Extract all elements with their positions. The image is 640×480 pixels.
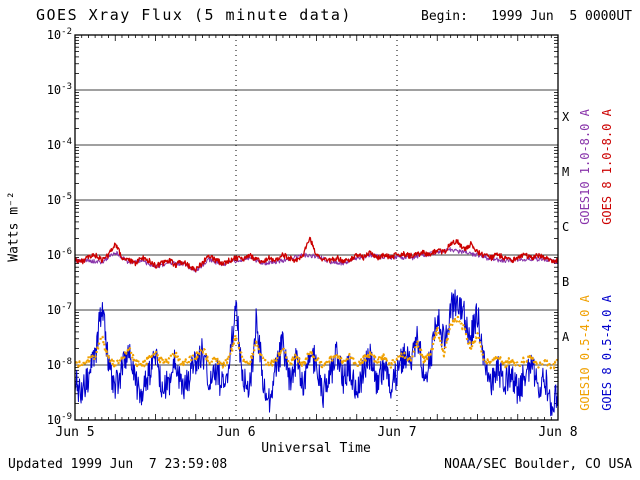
plot-border xyxy=(74,34,559,421)
series-goes8-long xyxy=(75,236,558,273)
x-tick-label: Jun 5 xyxy=(55,425,95,440)
x-tick-label: Jun 6 xyxy=(216,425,256,440)
y-tick-label: 10-5 xyxy=(46,192,72,207)
begin-value: 1999 Jun 5 0000UT xyxy=(491,9,632,24)
flare-class-label-b: B xyxy=(562,274,570,289)
begin-label: Begin: xyxy=(421,9,468,24)
flare-class-label-x: X xyxy=(562,109,570,124)
y-tick-label: 10-9 xyxy=(46,412,72,427)
x-tick-label: Jun 7 xyxy=(377,425,417,440)
flare-class-label-m: M xyxy=(562,164,570,179)
series-goes10-short xyxy=(75,315,558,370)
legend-label-2: GOES10 0.5-4.0 A xyxy=(578,295,592,411)
legend-label-3: GOES 8 0.5-4.0 A xyxy=(600,295,614,411)
legend-label-1: GOES 8 1.0-8.0 A xyxy=(600,109,614,225)
x-axis-label: Universal Time xyxy=(261,441,371,456)
flare-class-label-a: A xyxy=(562,329,570,344)
updated-text: Updated 1999 Jun 7 23:59:08 xyxy=(8,457,228,472)
series-goes8-short xyxy=(75,289,558,417)
y-tick-label: 10-2 xyxy=(46,27,72,42)
flare-class-label-c: C xyxy=(562,219,570,234)
legend-label-0: GOES10 1.0-8.0 A xyxy=(578,109,592,225)
y-tick-label: 10-4 xyxy=(46,137,72,152)
y-tick-label: 10-7 xyxy=(46,302,72,317)
org-text: NOAA/SEC Boulder, CO USA xyxy=(444,457,632,472)
y-tick-label: 10-3 xyxy=(46,82,72,97)
x-tick-label: Jun 8 xyxy=(538,425,578,440)
y-tick-label: 10-8 xyxy=(46,357,72,372)
chart-title: GOES Xray Flux (5 minute data) xyxy=(36,6,352,24)
y-tick-label: 10-6 xyxy=(46,247,72,262)
